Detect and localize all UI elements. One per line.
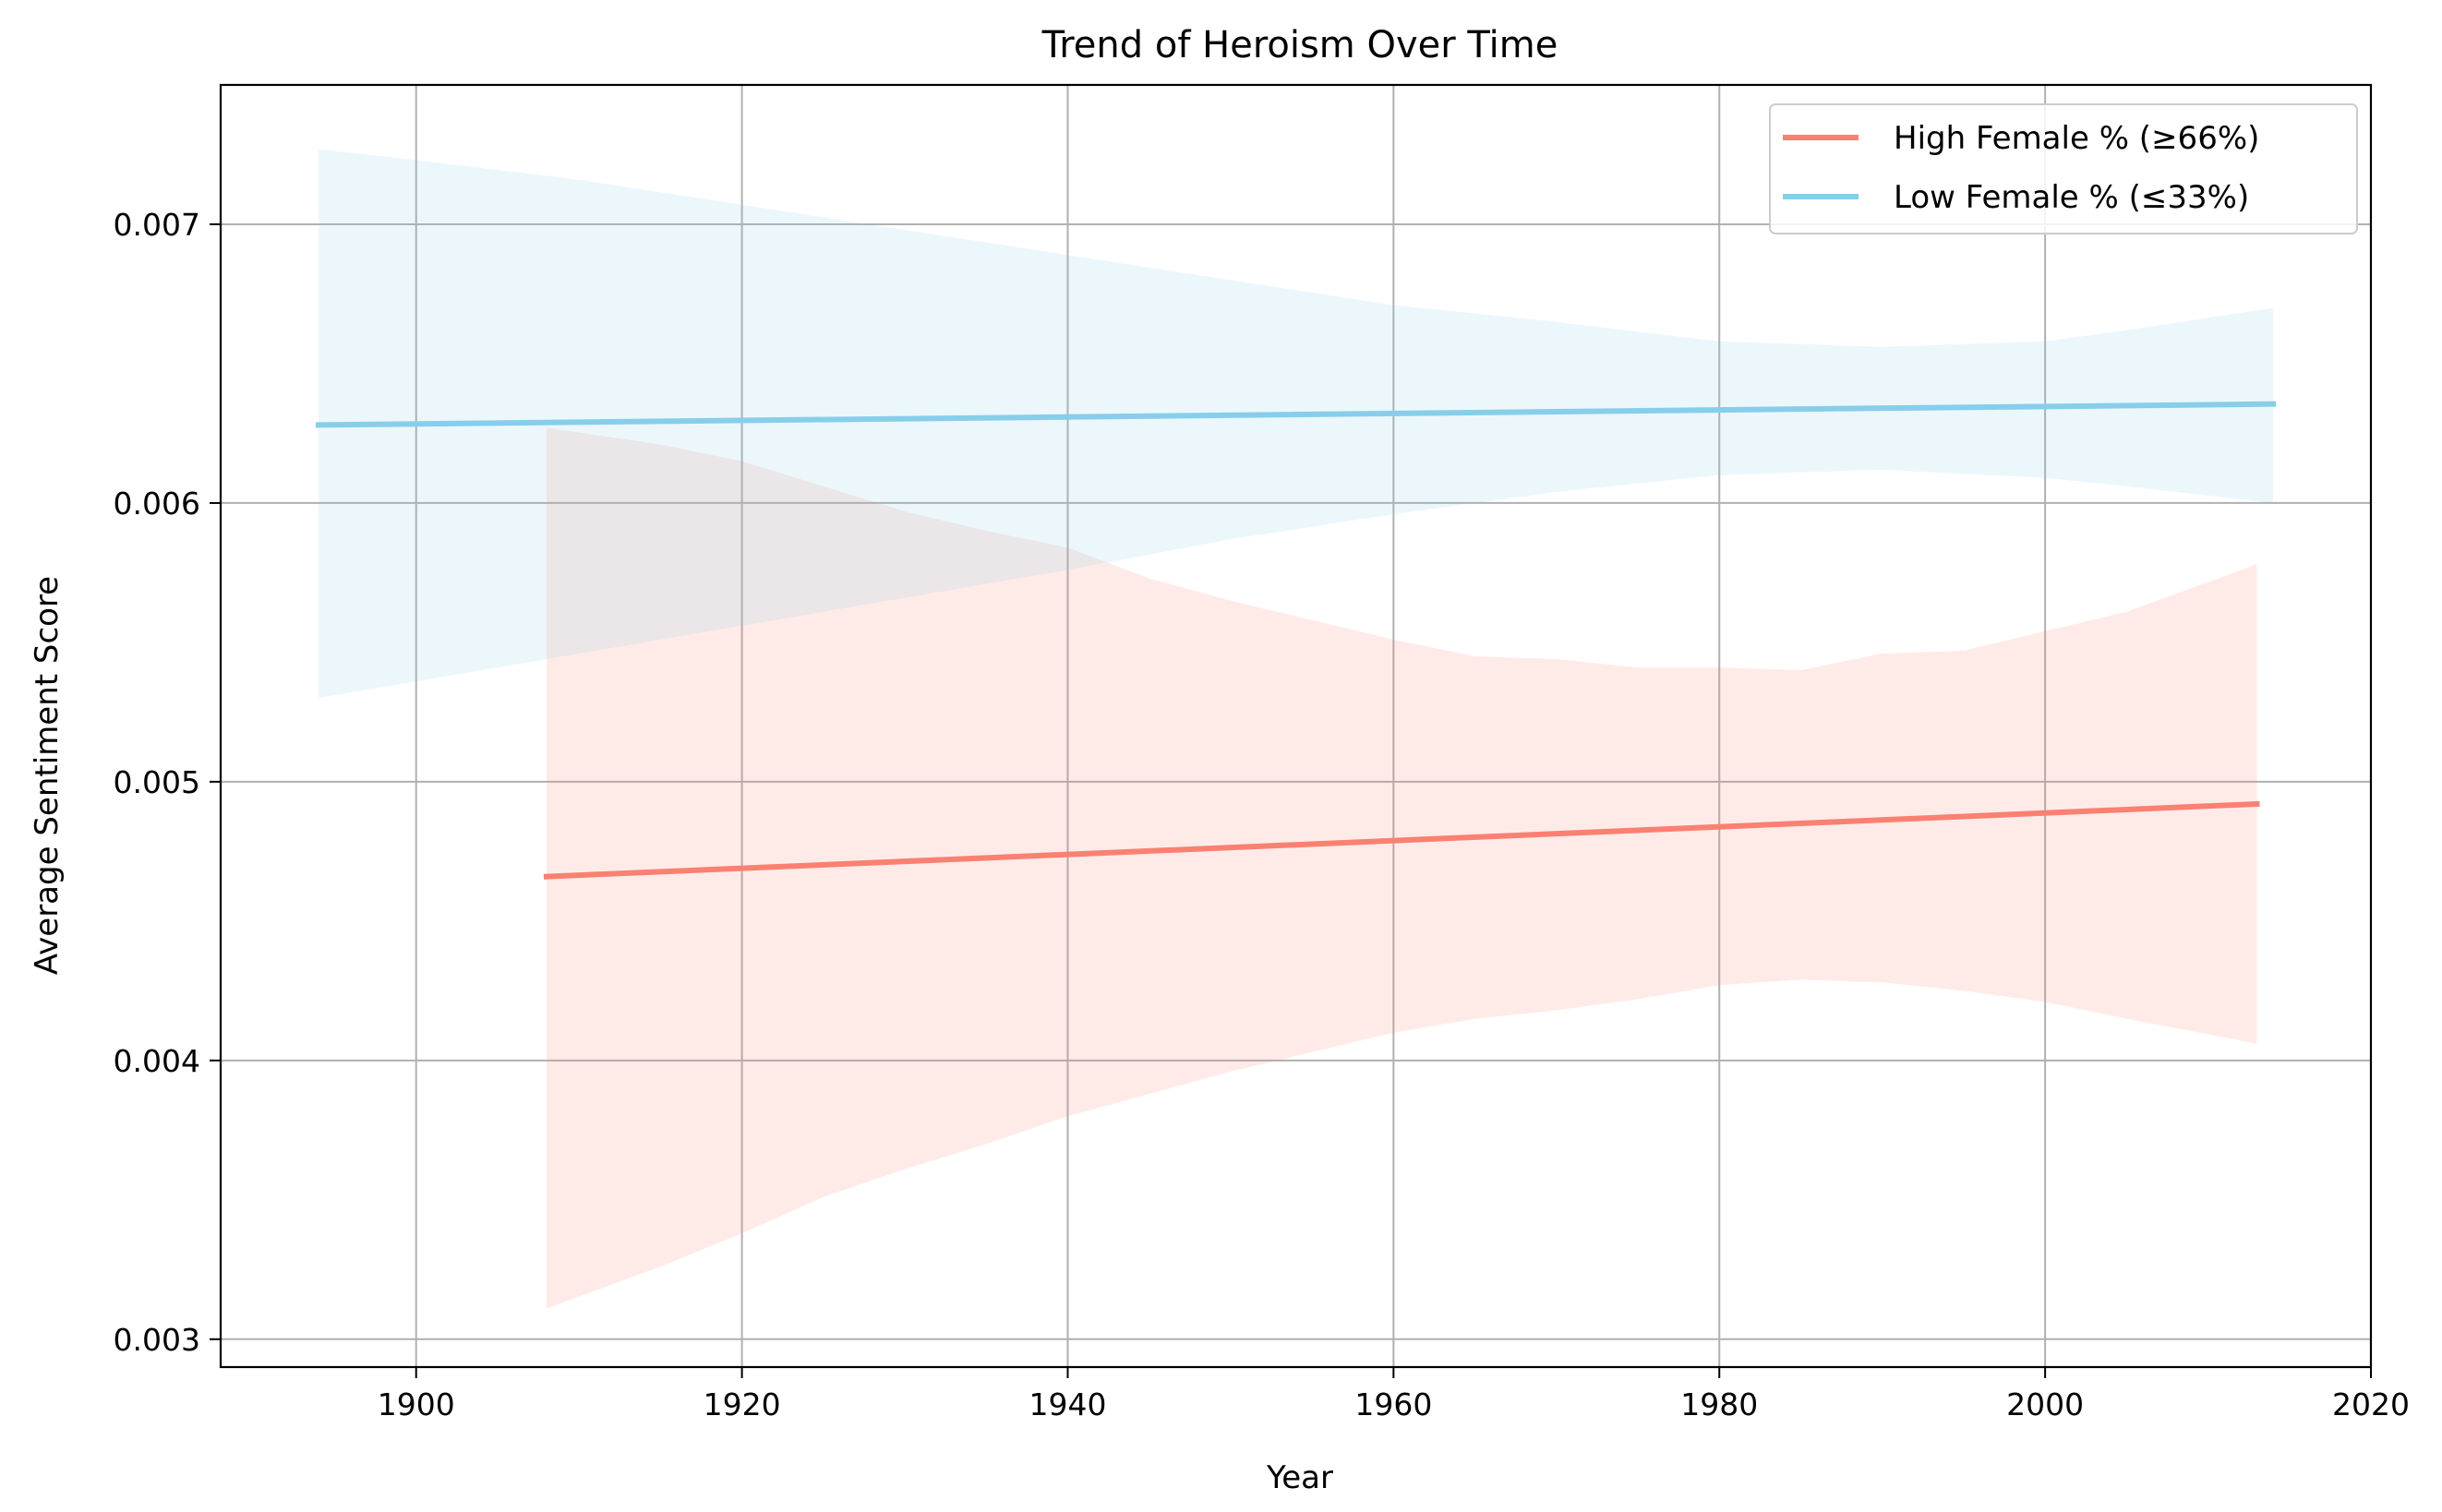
legend-box (1769, 103, 2358, 234)
legend: High Female % (≥66%) Low Female % (≤33%) (1769, 103, 2358, 234)
y-tick-label: 0.007 (114, 207, 200, 243)
y-tick-label: 0.006 (114, 486, 200, 522)
y-tick-label: 0.003 (114, 1322, 200, 1358)
confidence-band-1 (318, 149, 2274, 699)
series-layer (315, 149, 2277, 1309)
x-tick-label: 1940 (1029, 1386, 1106, 1422)
trend-line-1 (315, 401, 2277, 428)
legend-label: Low Female % (≤33%) (1894, 179, 2249, 216)
x-tick-label: 1920 (704, 1386, 781, 1422)
x-tick-label: 1980 (1680, 1386, 1758, 1422)
x-tick-label: 1960 (1354, 1386, 1432, 1422)
axes-frame (219, 83, 2373, 1369)
y-axis-label: Average Sentiment Score (29, 576, 66, 975)
trend-line-0 (543, 800, 2260, 880)
plot-area: 1900 1920 1940 1960 1980 2000 2020 0.003 0.004 0.… (114, 83, 2410, 1422)
plot-background (221, 85, 2371, 1367)
confidence-band-0 (546, 427, 2257, 1309)
legend-label: High Female % (≥66%) (1894, 120, 2259, 157)
y-tick-label: 0.004 (114, 1043, 200, 1079)
x-tick-label: 1900 (378, 1386, 455, 1422)
x-axis-label: Year (1266, 1459, 1333, 1496)
y-tick-label: 0.005 (114, 764, 200, 800)
x-tick-label: 2000 (2006, 1386, 2084, 1422)
grid-lines (221, 85, 2371, 1367)
chart-title: Trend of Heroism Over Time (1041, 24, 1558, 66)
x-tick-label: 2020 (2332, 1386, 2410, 1422)
